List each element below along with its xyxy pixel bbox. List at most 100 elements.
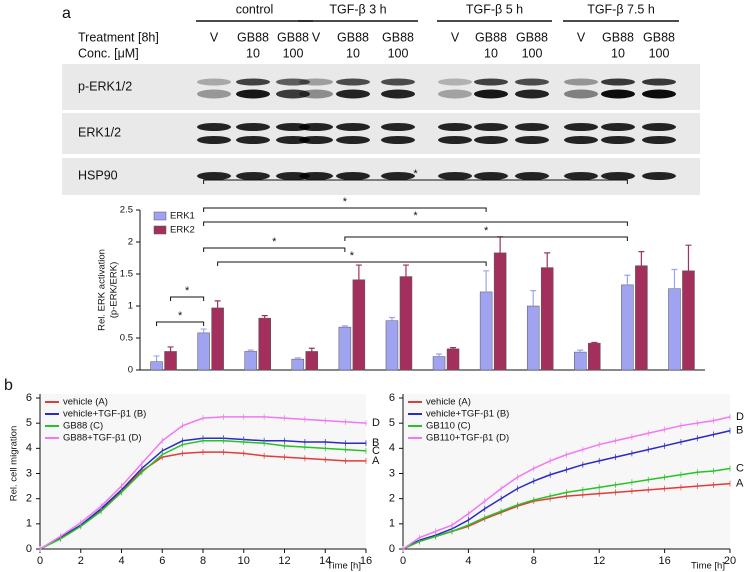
lane-label: 10: [246, 46, 260, 60]
blot-band: [438, 172, 472, 180]
bar: [244, 351, 257, 371]
y-tick-label: 2.5: [120, 205, 133, 216]
blot-band: [236, 136, 270, 144]
blot-band: [381, 136, 415, 144]
legend-label: GB88 (C): [63, 421, 103, 432]
bar: [621, 284, 634, 371]
bar: [493, 252, 507, 371]
blot-band: [474, 172, 508, 180]
significance-bracket: [203, 207, 487, 212]
bar: [211, 307, 224, 371]
blot-band: [642, 136, 676, 144]
error-bar: [450, 347, 457, 349]
x-tick-label: 8: [200, 555, 206, 567]
blot-band: [236, 78, 270, 86]
end-label: D: [372, 417, 380, 429]
error-bar: [591, 341, 598, 344]
blot-band: [515, 136, 549, 144]
blot-band: [299, 136, 333, 144]
lane-label: 100: [388, 46, 409, 60]
annotation: *: [350, 250, 355, 262]
legend-label: ERK2: [170, 225, 195, 236]
error-bar: [294, 357, 301, 360]
y-tick-label: 0: [26, 543, 32, 555]
blot-band: [276, 78, 310, 86]
y-tick-label: 1.5: [120, 269, 133, 280]
error-bar: [544, 252, 551, 268]
blot-band: [197, 123, 231, 131]
bar: [150, 361, 163, 371]
blot-band: [474, 136, 508, 144]
y-tick-label: 6: [26, 392, 32, 404]
legend-label: vehicle (A): [426, 397, 471, 408]
lane-label: 100: [649, 46, 670, 60]
blot-band: [515, 78, 549, 86]
blot-band: [564, 136, 598, 144]
blot-band: [564, 78, 598, 86]
significance-bracket: [156, 321, 205, 326]
blot-band: [438, 136, 472, 144]
error-bar: [308, 347, 315, 352]
bar: [164, 351, 177, 371]
bar: [432, 356, 446, 371]
legend-label: GB88+TGF-β1 (D): [63, 433, 142, 444]
blot-band: [381, 78, 415, 86]
error-bar: [167, 346, 174, 352]
legend-swatch: [153, 225, 167, 235]
significance-bracket: [203, 179, 628, 184]
blot-band: [564, 172, 598, 180]
y-tick-label: 3: [26, 467, 32, 479]
error-bar: [624, 274, 631, 285]
annotation: *: [185, 285, 190, 297]
x-axis-label: Time [h]: [691, 561, 725, 572]
blot-band: [601, 78, 635, 86]
error-bar: [483, 270, 490, 292]
y-tick-label: 4: [26, 442, 32, 454]
bar: [588, 342, 601, 371]
bar: [291, 358, 305, 371]
y-tick-label: 2: [128, 237, 133, 248]
annotation: *: [272, 236, 277, 248]
y-tick-label: 2: [26, 493, 32, 505]
blot-band: [336, 89, 370, 99]
y-tick-label: 1: [26, 518, 32, 530]
error-bar: [261, 315, 268, 319]
y-tick-label: 0.5: [120, 333, 133, 344]
x-tick-label: 14: [319, 555, 331, 567]
x-tick-label: 16: [360, 555, 372, 567]
blot-band: [642, 172, 676, 180]
significance-bracket: [217, 261, 487, 266]
error-bar: [638, 251, 645, 266]
significance-bracket: [203, 221, 628, 226]
group-header: TGF-β 3 h: [329, 2, 386, 16]
lane-label: GB88: [337, 30, 369, 44]
error-bar: [685, 244, 692, 271]
annotation: *: [343, 196, 348, 208]
lane-label: 10: [346, 46, 360, 60]
row-header: Conc. [μM]: [78, 46, 139, 60]
end-label: C: [372, 445, 380, 457]
error-bar: [436, 353, 443, 357]
error-bar: [671, 268, 678, 289]
bar: [258, 317, 271, 371]
legend-label: vehicle (A): [63, 397, 108, 408]
error-bar: [214, 300, 221, 308]
y-axis-label: Rel. ERK activation: [97, 249, 108, 331]
blot-band: [438, 78, 472, 86]
y-tick-label: 0: [389, 543, 395, 555]
error-bar: [388, 316, 395, 321]
blot-band: [438, 89, 472, 99]
band-label: p-ERK1/2: [78, 79, 132, 93]
blot-band: [438, 123, 472, 131]
legend-label: GB110 (C): [426, 421, 471, 432]
blot-band: [299, 172, 333, 180]
error-bar: [530, 290, 537, 306]
blot-band: [197, 136, 231, 144]
y-axis-label: Rel. cell migration: [9, 426, 20, 502]
lane-label: 10: [484, 46, 498, 60]
blot-band: [381, 172, 415, 180]
x-tick-label: 4: [118, 555, 124, 567]
error-bar: [577, 349, 584, 353]
significance-bracket: [170, 296, 205, 301]
x-axis-label: Time [h]: [327, 561, 361, 572]
